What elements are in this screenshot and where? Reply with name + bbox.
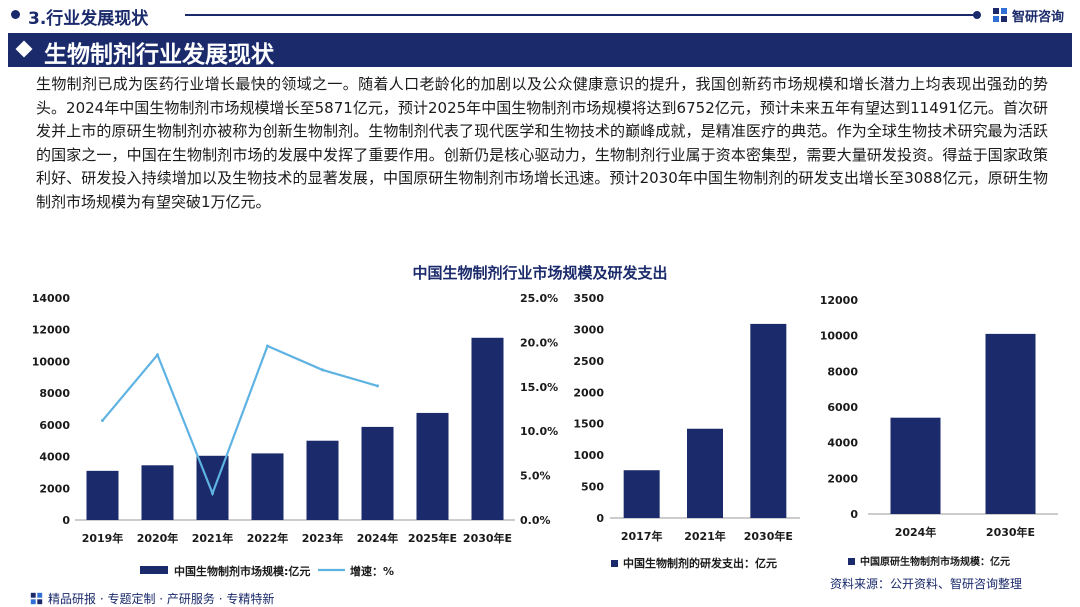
chart1-legend-bar-label: 中国生物制剂市场规模:亿元 (174, 564, 310, 578)
chart3-legend-swatch (848, 558, 855, 565)
chart1-y2-tick-label: 25.0% (520, 292, 558, 305)
chart1-y-tick-label: 2000 (39, 482, 70, 495)
chart1-bar (416, 412, 449, 520)
chart1-growth-point (266, 344, 269, 348)
chart3-legend-label: 中国原研生物制剂市场规模：亿元 (860, 555, 1010, 568)
chart1-x-tick-label: 2024年 (357, 531, 399, 545)
chart3-y-tick-label: 2000 (827, 472, 858, 485)
chart1-x-tick-label: 2025年E (408, 531, 457, 545)
chart2-y-tick-label: 3000 (573, 323, 604, 336)
chart2-y-tick-label: 3500 (573, 292, 604, 305)
chart1-x-tick-label: 2020年 (137, 531, 179, 545)
intro-paragraph: 生物制剂已成为医药行业增长最快的领域之一。随着人口老龄化的加剧以及公众健康意识的… (36, 75, 1048, 211)
chart1-y2-tick-label: 20.0% (520, 336, 558, 349)
chart3-y-tick-label: 4000 (827, 437, 858, 450)
footer: 精品研报 · 专题定制 · 产研服务 · 专精特新 (30, 590, 274, 607)
chart1-x-tick-label: 2022年 (247, 531, 289, 545)
chart3-y-tick-label: 8000 (827, 365, 858, 378)
chart2-bar (687, 428, 723, 518)
chart1-legend-line-label: 增速：% (350, 564, 394, 578)
chart1-bar (471, 337, 504, 520)
chart1-bar (306, 440, 339, 520)
chart1-x-tick-label: 2019年 (82, 531, 124, 545)
chart3-x-tick-label: 2030年E (986, 525, 1035, 539)
chart-section-title: 中国生物制剂行业市场规模及研发支出 (412, 264, 668, 282)
chart1-x-tick-label: 2023年 (302, 531, 344, 545)
chart1-legend-bar-swatch (140, 566, 168, 574)
section-label: 3.行业发展现状 (28, 9, 149, 29)
chart1-y2-tick-label: 5.0% (520, 470, 551, 483)
top-bar: 3.行业发展现状 智研咨询 (0, 0, 1080, 30)
chart1-bar (251, 453, 284, 520)
chart2-x-tick-label: 2017年 (621, 529, 663, 543)
brand-logo-icon (993, 8, 1007, 22)
chart2-y-tick-label: 500 (581, 481, 604, 494)
chart1-bar (141, 465, 174, 520)
chart1-y-tick-label: 12000 (32, 324, 71, 337)
banner-title: 生物制剂行业发展现状 (44, 42, 274, 68)
chart2-legend-swatch (611, 560, 618, 567)
brand: 智研咨询 (992, 5, 1064, 25)
chart1-x-tick-label: 2030年E (463, 531, 512, 545)
chart1-y2-tick-label: 10.0% (520, 425, 558, 438)
chart1-growth-point (321, 368, 324, 372)
chart1-bar (361, 426, 394, 520)
chart2-bar (623, 470, 660, 518)
chart2-x-tick-label: 2021年 (684, 529, 726, 543)
bullet-dot (11, 10, 20, 19)
chart3-y-tick-label: 10000 (820, 330, 859, 343)
chart2-bar (750, 323, 787, 518)
brand-name: 智研咨询 (1012, 9, 1065, 25)
chart2-x-tick-label: 2030年E (744, 529, 793, 543)
footer-logo-icon (30, 592, 43, 605)
chart3-bar (890, 417, 941, 514)
chart2-y-tick-label: 1500 (573, 418, 604, 431)
footer-text: 精品研报 · 专题定制 · 产研服务 · 专精特新 (48, 592, 275, 606)
chart2-y-tick-label: 1000 (573, 449, 604, 462)
chart3-x-tick-label: 2024年 (895, 525, 937, 539)
chart1-x-tick-label: 2021年 (192, 531, 234, 545)
chart1-y2-tick-label: 0.0% (520, 514, 551, 527)
chart1-growth-point (101, 419, 104, 423)
chart1-y-tick-label: 6000 (39, 419, 70, 432)
title-banner: 生物制剂行业发展现状 (8, 33, 1072, 68)
chart1-growth-line (101, 344, 378, 497)
chart1-y2-tick-label: 15.0% (520, 381, 558, 394)
chart2-y-tick-label: 2500 (573, 355, 604, 368)
chart1-y-tick-label: 4000 (39, 451, 70, 464)
chart1-y-tick-label: 14000 (32, 292, 71, 305)
chart1-growth-point (211, 491, 214, 495)
chart1-y-tick-label: 10000 (32, 355, 71, 368)
chart1-y-tick-label: 0 (62, 514, 70, 527)
header-rule-dot (973, 11, 981, 19)
header-rule (185, 14, 975, 16)
chart2-legend-label: 中国生物制剂的研发支出：亿元 (623, 556, 777, 570)
chart2-y-tick-label: 0 (596, 512, 604, 525)
chart1-y-tick-label: 8000 (39, 387, 70, 400)
chart1-growth-point (156, 353, 159, 357)
chart2-y-tick-label: 2000 (573, 386, 604, 399)
source-note: 资料来源：公开资料、智研咨询整理 (830, 577, 1023, 591)
chart3-y-tick-label: 0 (850, 508, 858, 521)
chart1-bar (86, 470, 119, 520)
chart3-y-tick-label: 12000 (820, 294, 859, 307)
chart3-bar (985, 333, 1036, 514)
chart3-y-tick-label: 6000 (827, 401, 858, 414)
chart1-growth-point (376, 384, 379, 388)
